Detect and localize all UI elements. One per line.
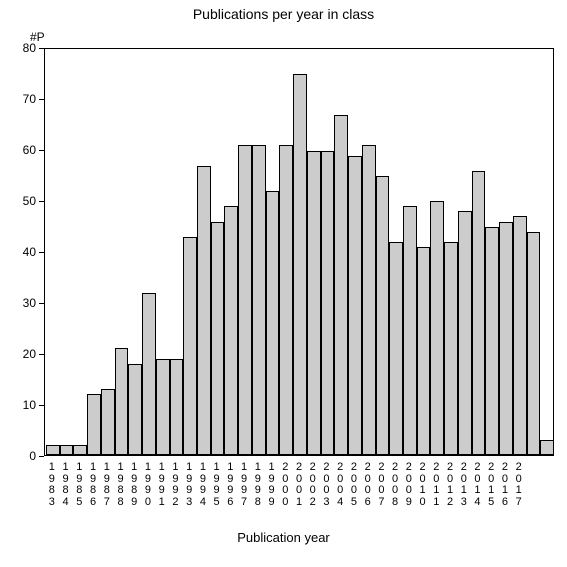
x-tick-label: 1983 <box>46 462 58 508</box>
x-tick-label: 2000 <box>279 462 291 508</box>
y-tick-label: 40 <box>0 245 36 259</box>
y-tick-mark <box>39 150 44 151</box>
y-tick-mark <box>39 252 44 253</box>
x-tick-label: 2015 <box>485 462 497 508</box>
x-tick-label: 2017 <box>513 462 525 508</box>
x-tick-label: 1984 <box>60 462 72 508</box>
bar <box>156 359 170 455</box>
x-tick-label: 2006 <box>362 462 374 508</box>
x-axis-label: Publication year <box>0 530 567 545</box>
bar <box>73 445 87 455</box>
y-tick-label: 60 <box>0 143 36 157</box>
y-tick-mark <box>39 405 44 406</box>
y-tick-label: 0 <box>0 449 36 463</box>
x-tick-label: 1993 <box>183 462 195 508</box>
y-tick-label: 20 <box>0 347 36 361</box>
bar <box>527 232 541 455</box>
x-tick-label: 1991 <box>156 462 168 508</box>
plot-area <box>44 48 554 456</box>
y-tick-label: 70 <box>0 92 36 106</box>
x-tick-label: 2012 <box>444 462 456 508</box>
x-tick-label: 1998 <box>252 462 264 508</box>
bar <box>499 222 513 455</box>
y-tick-label: 50 <box>0 194 36 208</box>
bar <box>128 364 142 455</box>
x-tick-label: 1990 <box>142 462 154 508</box>
bar <box>403 206 417 455</box>
bar <box>362 145 376 455</box>
bar <box>321 151 335 456</box>
x-tick-label: 1987 <box>101 462 113 508</box>
bar <box>293 74 307 455</box>
x-tick-label: 1986 <box>87 462 99 508</box>
bar <box>458 211 472 455</box>
x-tick-label: 2007 <box>375 462 387 508</box>
bar <box>170 359 184 455</box>
chart-container: Publications per year in class #P 010203… <box>0 0 567 567</box>
y-tick-mark <box>39 99 44 100</box>
x-tick-label: 2001 <box>293 462 305 508</box>
bar <box>183 237 197 455</box>
bar <box>348 156 362 455</box>
x-tick-label: 1988 <box>115 462 127 508</box>
bar <box>238 145 252 455</box>
y-tick-mark <box>39 456 44 457</box>
bar <box>417 247 431 455</box>
bar <box>60 445 74 455</box>
bar <box>142 293 156 455</box>
y-tick-mark <box>39 201 44 202</box>
x-tick-label: 2010 <box>417 462 429 508</box>
bar <box>376 176 390 455</box>
x-tick-label: 2004 <box>334 462 346 508</box>
bar <box>197 166 211 455</box>
y-tick-mark <box>39 303 44 304</box>
x-tick-label: 2016 <box>499 462 511 508</box>
bar <box>485 227 499 455</box>
bar <box>389 242 403 455</box>
bar <box>334 115 348 455</box>
bar <box>307 151 321 456</box>
bar <box>472 171 486 455</box>
bar <box>513 216 527 455</box>
bar <box>224 206 238 455</box>
y-tick-mark <box>39 354 44 355</box>
x-tick-label: 2011 <box>430 462 442 508</box>
bar <box>211 222 225 455</box>
x-tick-label: 1995 <box>211 462 223 508</box>
x-tick-label: 2014 <box>471 462 483 508</box>
y-tick-mark <box>39 48 44 49</box>
y-tick-label: 10 <box>0 398 36 412</box>
x-tick-label: 1992 <box>169 462 181 508</box>
bar <box>115 348 129 455</box>
x-tick-label: 1997 <box>238 462 250 508</box>
bar <box>266 191 280 455</box>
chart-title: Publications per year in class <box>0 6 567 22</box>
bar <box>540 440 554 455</box>
x-tick-label: 2008 <box>389 462 401 508</box>
bar <box>101 389 115 455</box>
bar <box>279 145 293 455</box>
bar <box>252 145 266 455</box>
x-tick-label: 2002 <box>307 462 319 508</box>
x-tick-label: 1996 <box>224 462 236 508</box>
bar <box>444 242 458 455</box>
x-tick-label: 1999 <box>266 462 278 508</box>
x-tick-label: 2009 <box>403 462 415 508</box>
x-tick-label: 1985 <box>73 462 85 508</box>
x-tick-label: 2003 <box>320 462 332 508</box>
bar <box>430 201 444 455</box>
x-tick-label: 2013 <box>458 462 470 508</box>
x-tick-label: 1989 <box>128 462 140 508</box>
y-tick-label: 80 <box>0 41 36 55</box>
y-tick-label: 30 <box>0 296 36 310</box>
bar <box>46 445 60 455</box>
x-tick-label: 1994 <box>197 462 209 508</box>
x-tick-label: 2005 <box>348 462 360 508</box>
bar <box>87 394 101 455</box>
bars-layer <box>45 49 553 455</box>
